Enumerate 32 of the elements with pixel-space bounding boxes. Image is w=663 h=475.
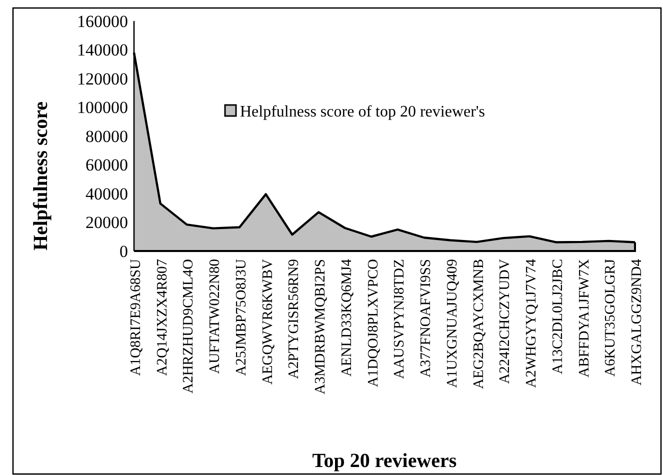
x-tick-label: AHXGALGGZ9ND4 <box>629 258 645 386</box>
x-tick-label: A13C2DL0LJ2JBC <box>550 259 566 374</box>
x-tick-label: AENLD33KQ6MJ4 <box>338 258 355 377</box>
x-tick-label: A3MDRBWMQBI2PS <box>312 259 329 394</box>
x-tick-label: AEG2BQAYCXMNB <box>470 259 487 389</box>
x-tick-label: A2WHGYYQ1J7V74 <box>524 258 540 388</box>
x-tick-label: A2PTYGISR56RN9 <box>286 259 302 380</box>
y-tick-label: 60000 <box>86 156 128 175</box>
legend-label: Helpfulness score of top 20 reviewer's <box>240 104 486 121</box>
y-tick-label: 80000 <box>86 126 128 146</box>
x-tick-label: A224I2CHCZYUDV <box>497 258 514 384</box>
x-axis-title: Top 20 reviewers <box>312 450 457 472</box>
y-tick-label: 140000 <box>77 40 128 60</box>
x-tick-label: A1UXGNUAJUQ409 <box>444 259 460 388</box>
y-axis-title: Helpfulness score <box>30 101 52 251</box>
y-tick-label: 100000 <box>77 98 128 118</box>
x-tick-label: A25JMBP75O8J3U <box>233 258 250 376</box>
x-tick-label: AEGQWVR6KWBV <box>260 258 276 385</box>
y-tick-label: 20000 <box>86 213 128 232</box>
x-tick-label: AUFTATW022N80 <box>207 259 224 374</box>
x-tick-label: A2HRZHUD9CML4O <box>180 259 197 394</box>
y-tick-label: 120000 <box>77 69 128 88</box>
x-tick-label: A1DQOJ8PLXVPCO <box>365 259 382 388</box>
x-tick-label: A1Q8RI7E9A68SU <box>128 258 144 376</box>
x-tick-label: AAUSVPYNJ8TDZ <box>392 258 408 380</box>
x-tick-label: ABFFDYA1JFW7X <box>576 258 592 378</box>
x-tick-label: A2Q14JXZX4R807 <box>154 259 170 376</box>
y-tick-label: 0 <box>120 242 128 261</box>
y-tick-label: 160000 <box>77 12 128 31</box>
x-tick-label: A377FNOAFVI9SS <box>418 259 434 378</box>
y-tick-label: 40000 <box>86 184 128 204</box>
x-tick-label: A6KUT35GOLGRJ <box>602 258 619 377</box>
